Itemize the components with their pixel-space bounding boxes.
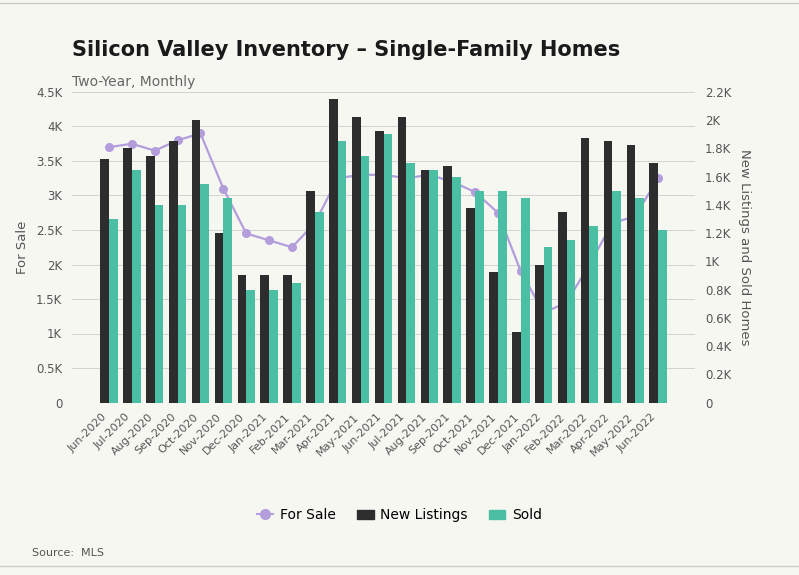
For Sale (127, 140, 137, 147)
For Sale (219, 185, 229, 192)
Bar (429, 170, 438, 402)
Bar (237, 275, 246, 402)
Bar (558, 212, 566, 402)
For Sale (516, 268, 526, 275)
Bar (467, 208, 475, 402)
Text: Silicon Valley Inventory – Single-Family Homes: Silicon Valley Inventory – Single-Family… (72, 40, 620, 60)
Bar (123, 148, 132, 402)
Bar (420, 170, 429, 402)
Bar (375, 131, 384, 402)
Bar (284, 275, 292, 402)
Bar (535, 265, 543, 402)
Bar (338, 141, 347, 402)
Bar (407, 163, 415, 402)
For Sale (402, 175, 411, 182)
Bar (192, 120, 201, 402)
Bar (352, 117, 360, 402)
Y-axis label: New Listings and Sold Homes: New Listings and Sold Homes (737, 149, 751, 346)
Bar (315, 212, 324, 402)
For Sale (424, 171, 434, 178)
Bar (177, 205, 186, 402)
For Sale (241, 230, 251, 237)
Legend: For Sale, New Listings, Sold: For Sale, New Listings, Sold (251, 503, 548, 528)
Bar (215, 233, 224, 402)
For Sale (539, 309, 548, 316)
Bar (512, 332, 521, 402)
For Sale (287, 244, 296, 251)
For Sale (379, 171, 388, 178)
Bar (543, 247, 552, 402)
Bar (590, 226, 598, 402)
For Sale (173, 137, 182, 144)
Bar (626, 145, 635, 402)
Bar (109, 219, 117, 402)
For Sale (562, 299, 571, 306)
For Sale (607, 220, 617, 227)
For Sale (264, 237, 274, 244)
Bar (155, 205, 163, 402)
Bar (100, 159, 109, 402)
Bar (201, 184, 209, 402)
Bar (658, 229, 667, 402)
Bar (521, 198, 530, 402)
For Sale (471, 189, 480, 196)
Bar (246, 290, 255, 402)
Bar (475, 191, 483, 402)
Bar (260, 275, 269, 402)
For Sale (333, 175, 343, 182)
Line: For Sale: For Sale (105, 129, 662, 317)
Bar (604, 141, 612, 402)
Bar (443, 166, 452, 402)
Text: Two-Year, Monthly: Two-Year, Monthly (72, 75, 195, 89)
Bar (581, 138, 590, 402)
For Sale (150, 147, 160, 154)
Bar (224, 198, 232, 402)
For Sale (630, 213, 640, 220)
Bar (650, 163, 658, 402)
Bar (269, 290, 278, 402)
Bar (398, 117, 407, 402)
Bar (452, 177, 461, 402)
Bar (635, 198, 644, 402)
For Sale (654, 175, 663, 182)
For Sale (310, 220, 320, 227)
Bar (146, 155, 155, 402)
For Sale (356, 171, 365, 178)
Text: Source:  MLS: Source: MLS (32, 548, 104, 558)
Bar (132, 170, 141, 402)
For Sale (104, 144, 113, 151)
Y-axis label: For Sale: For Sale (16, 221, 29, 274)
Bar (169, 141, 177, 402)
Bar (612, 191, 621, 402)
For Sale (585, 261, 594, 268)
Bar (384, 135, 392, 402)
Bar (566, 240, 575, 402)
Bar (306, 191, 315, 402)
Bar (360, 155, 369, 402)
Bar (329, 99, 338, 402)
Bar (292, 282, 300, 402)
For Sale (493, 209, 503, 216)
Bar (489, 272, 498, 402)
For Sale (447, 178, 457, 185)
Bar (498, 191, 507, 402)
For Sale (196, 130, 205, 137)
